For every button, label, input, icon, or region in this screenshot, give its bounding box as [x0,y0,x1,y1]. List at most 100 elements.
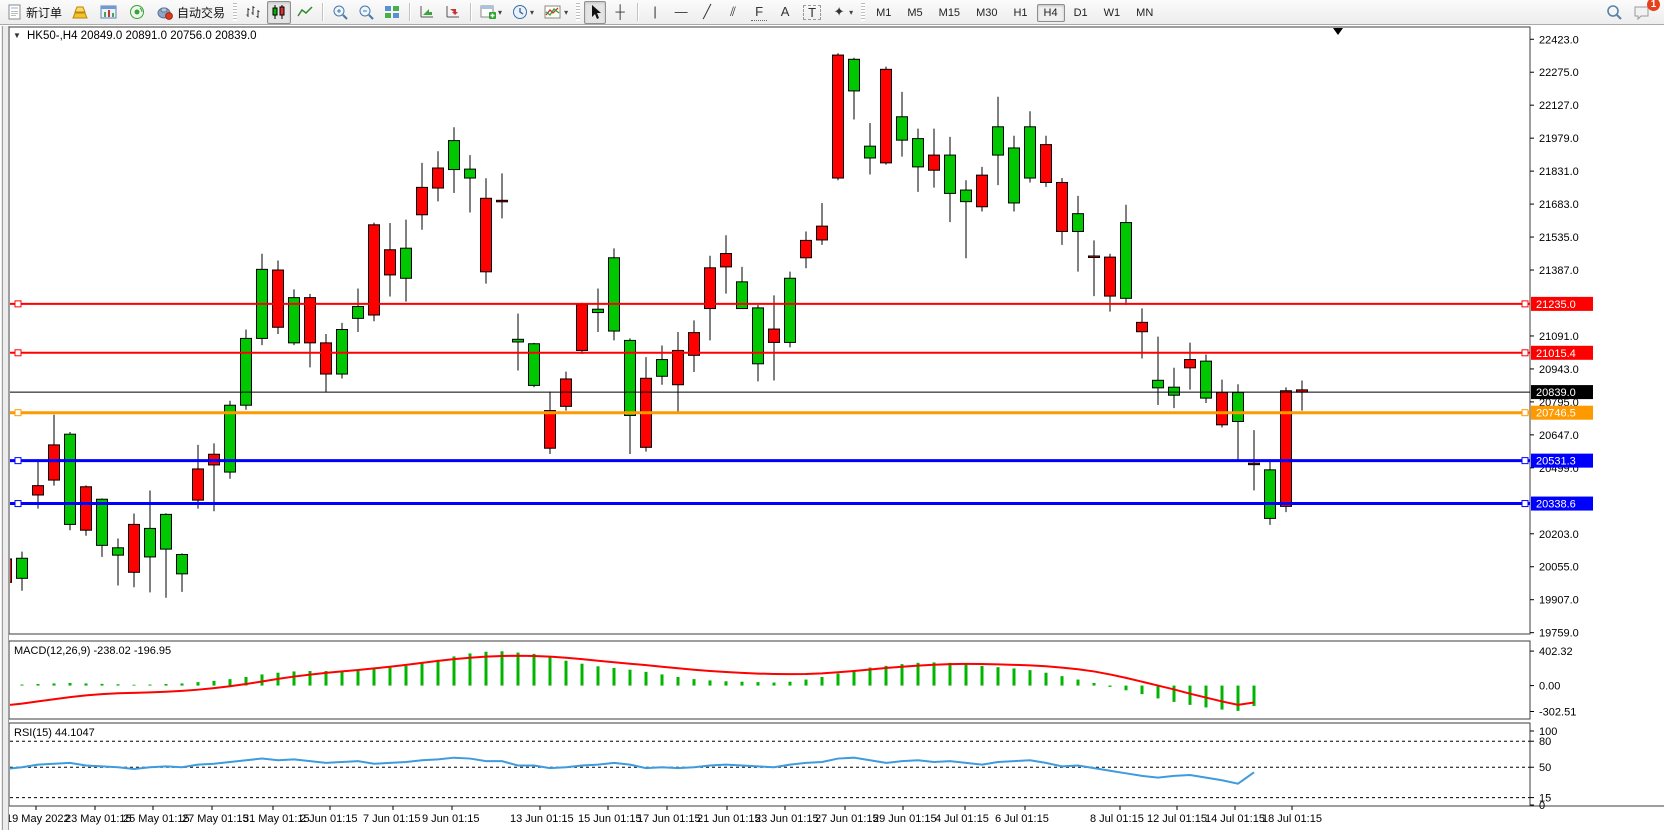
candle [416,162,428,230]
macd-pane[interactable]: 402.32 0.00 -302.51 MACD(12,26,9) -238.02 -… [6,645,1576,719]
time-label: 6 Jul 01:15 [995,813,1049,825]
tile-windows-button[interactable] [380,1,404,24]
text-label-tool-button[interactable]: T [799,1,825,24]
timeframe-M15[interactable]: M15 [938,7,961,19]
svg-text:21831.0: 21831.0 [1539,166,1579,178]
candle [1168,367,1180,409]
candle [608,248,620,341]
chart-shift-button[interactable] [441,1,465,24]
timeframe-H1[interactable]: H1 [1013,7,1028,19]
svg-text:402.32: 402.32 [1539,646,1573,658]
vertical-line-icon: | [653,4,657,19]
separator [470,3,472,21]
new-order-button[interactable]: 新订单 [3,1,66,24]
new-order-label: 新订单 [26,5,63,20]
candle [288,289,300,346]
chart-canvas[interactable]: 22423.0 22275.0 22127.0 21979.0 21831.0 21683… [0,26,1664,830]
chart-menu-toggle[interactable]: ▼ [13,31,21,40]
price-axis[interactable]: 22423.0 22275.0 22127.0 21979.0 21831.0 21683… [1530,34,1579,640]
svg-text:22127.0: 22127.0 [1539,100,1579,112]
svg-text:20055.0: 20055.0 [1539,562,1579,574]
chart-header: ▼ HK50-,H4 20849.0 20891.0 20756.0 20839.… [13,30,257,42]
price-lines[interactable]: 21235.0 21015.4 20839.0 20746.5 20531.3 20338… [10,296,1593,511]
price-tag-label: 20839.0 [1536,387,1576,399]
time-label: 21 Jun 01:15 [697,813,761,825]
new-chart-icon [480,5,497,19]
svg-text:50: 50 [1539,762,1551,774]
auto-scroll-button[interactable] [415,1,439,24]
fibonacci-tool-button[interactable]: F [747,1,771,24]
candle [576,302,588,355]
svg-text:19759.0: 19759.0 [1539,628,1579,640]
macd-pane-border [8,640,1531,720]
candle [400,219,412,302]
candle [640,357,652,452]
zoom-out-button[interactable] [354,1,378,24]
line-handle [1521,349,1529,357]
cursor-tool-button[interactable] [584,0,607,24]
line-chart-button[interactable] [293,1,317,24]
new-chart-button[interactable]: ▾ [476,1,506,24]
timeframe-D1[interactable]: D1 [1073,7,1088,19]
timeframe-H4[interactable]: H4 [1036,4,1065,22]
candle [1296,380,1308,411]
candlestick-chart-button[interactable] [267,0,292,24]
timeframe-M5[interactable]: M5 [907,7,923,19]
tile-windows-icon [385,6,400,18]
window-left-frame [0,26,9,830]
candle [560,371,572,411]
candle [624,338,636,455]
candle [96,498,108,557]
timeframe-M1[interactable]: M1 [876,7,892,19]
candle [48,414,60,486]
line-handle [14,409,22,417]
search-button[interactable] [1602,1,1627,24]
equidistant-channel-icon: ⫽ [730,4,736,19]
chart-shift-marker[interactable] [1333,28,1343,35]
svg-text:80: 80 [1539,736,1551,748]
channel-tool-button[interactable]: ⫽ [721,1,745,24]
notifications-button[interactable]: 1 [1629,0,1660,24]
svg-text:19907.0: 19907.0 [1539,595,1579,607]
charts-button[interactable] [96,1,122,24]
candle [1104,253,1116,312]
bar-chart-icon [246,6,260,18]
signals-button[interactable] [124,1,150,24]
candle [752,304,764,382]
indicators-icon [544,5,561,19]
horizontal-line-tool-button[interactable]: — [669,1,693,24]
price-tag [1531,385,1593,400]
time-label: 7 Jun 01:15 [363,813,421,825]
vertical-line-tool-button[interactable]: | [643,1,667,24]
candle [160,513,172,598]
candle [704,255,716,341]
line-handle [1521,500,1529,508]
price-tag-label: 21235.0 [1536,299,1576,311]
ohlc-header: HK50-,H4 20849.0 20891.0 20756.0 20839.0 [27,30,257,42]
price-tag [1531,296,1593,311]
timeframe-M30[interactable]: M30 [976,7,998,19]
timeframe-MN[interactable]: MN [1136,7,1154,19]
indicators-button[interactable]: ▾ [540,1,572,24]
line-handle [14,500,22,508]
candle [1152,336,1164,406]
periods-button[interactable]: ▾ [508,1,538,24]
market-watch-gold-button[interactable] [68,1,94,24]
candle [1056,178,1068,245]
timeframe-W1[interactable]: W1 [1103,7,1121,19]
trendline-tool-button[interactable]: ╱ [695,1,719,24]
bar-chart-button[interactable] [241,1,265,24]
text-tool-button[interactable]: A [773,1,797,24]
chart-window[interactable]: 22423.0 22275.0 22127.0 21979.0 21831.0 21683… [0,26,1664,830]
auto-trading-button[interactable]: 自动交易 [152,1,229,24]
crosshair-tool-button[interactable]: ┼ [608,1,632,24]
candle [1280,387,1292,513]
main-pane-border [8,26,1531,635]
candle [896,91,908,157]
zoom-in-button[interactable] [328,1,352,24]
price-tag-label: 20338.6 [1536,499,1576,511]
candle [272,260,284,334]
arrows-tool-button[interactable]: ✦ ▾ [827,1,857,24]
